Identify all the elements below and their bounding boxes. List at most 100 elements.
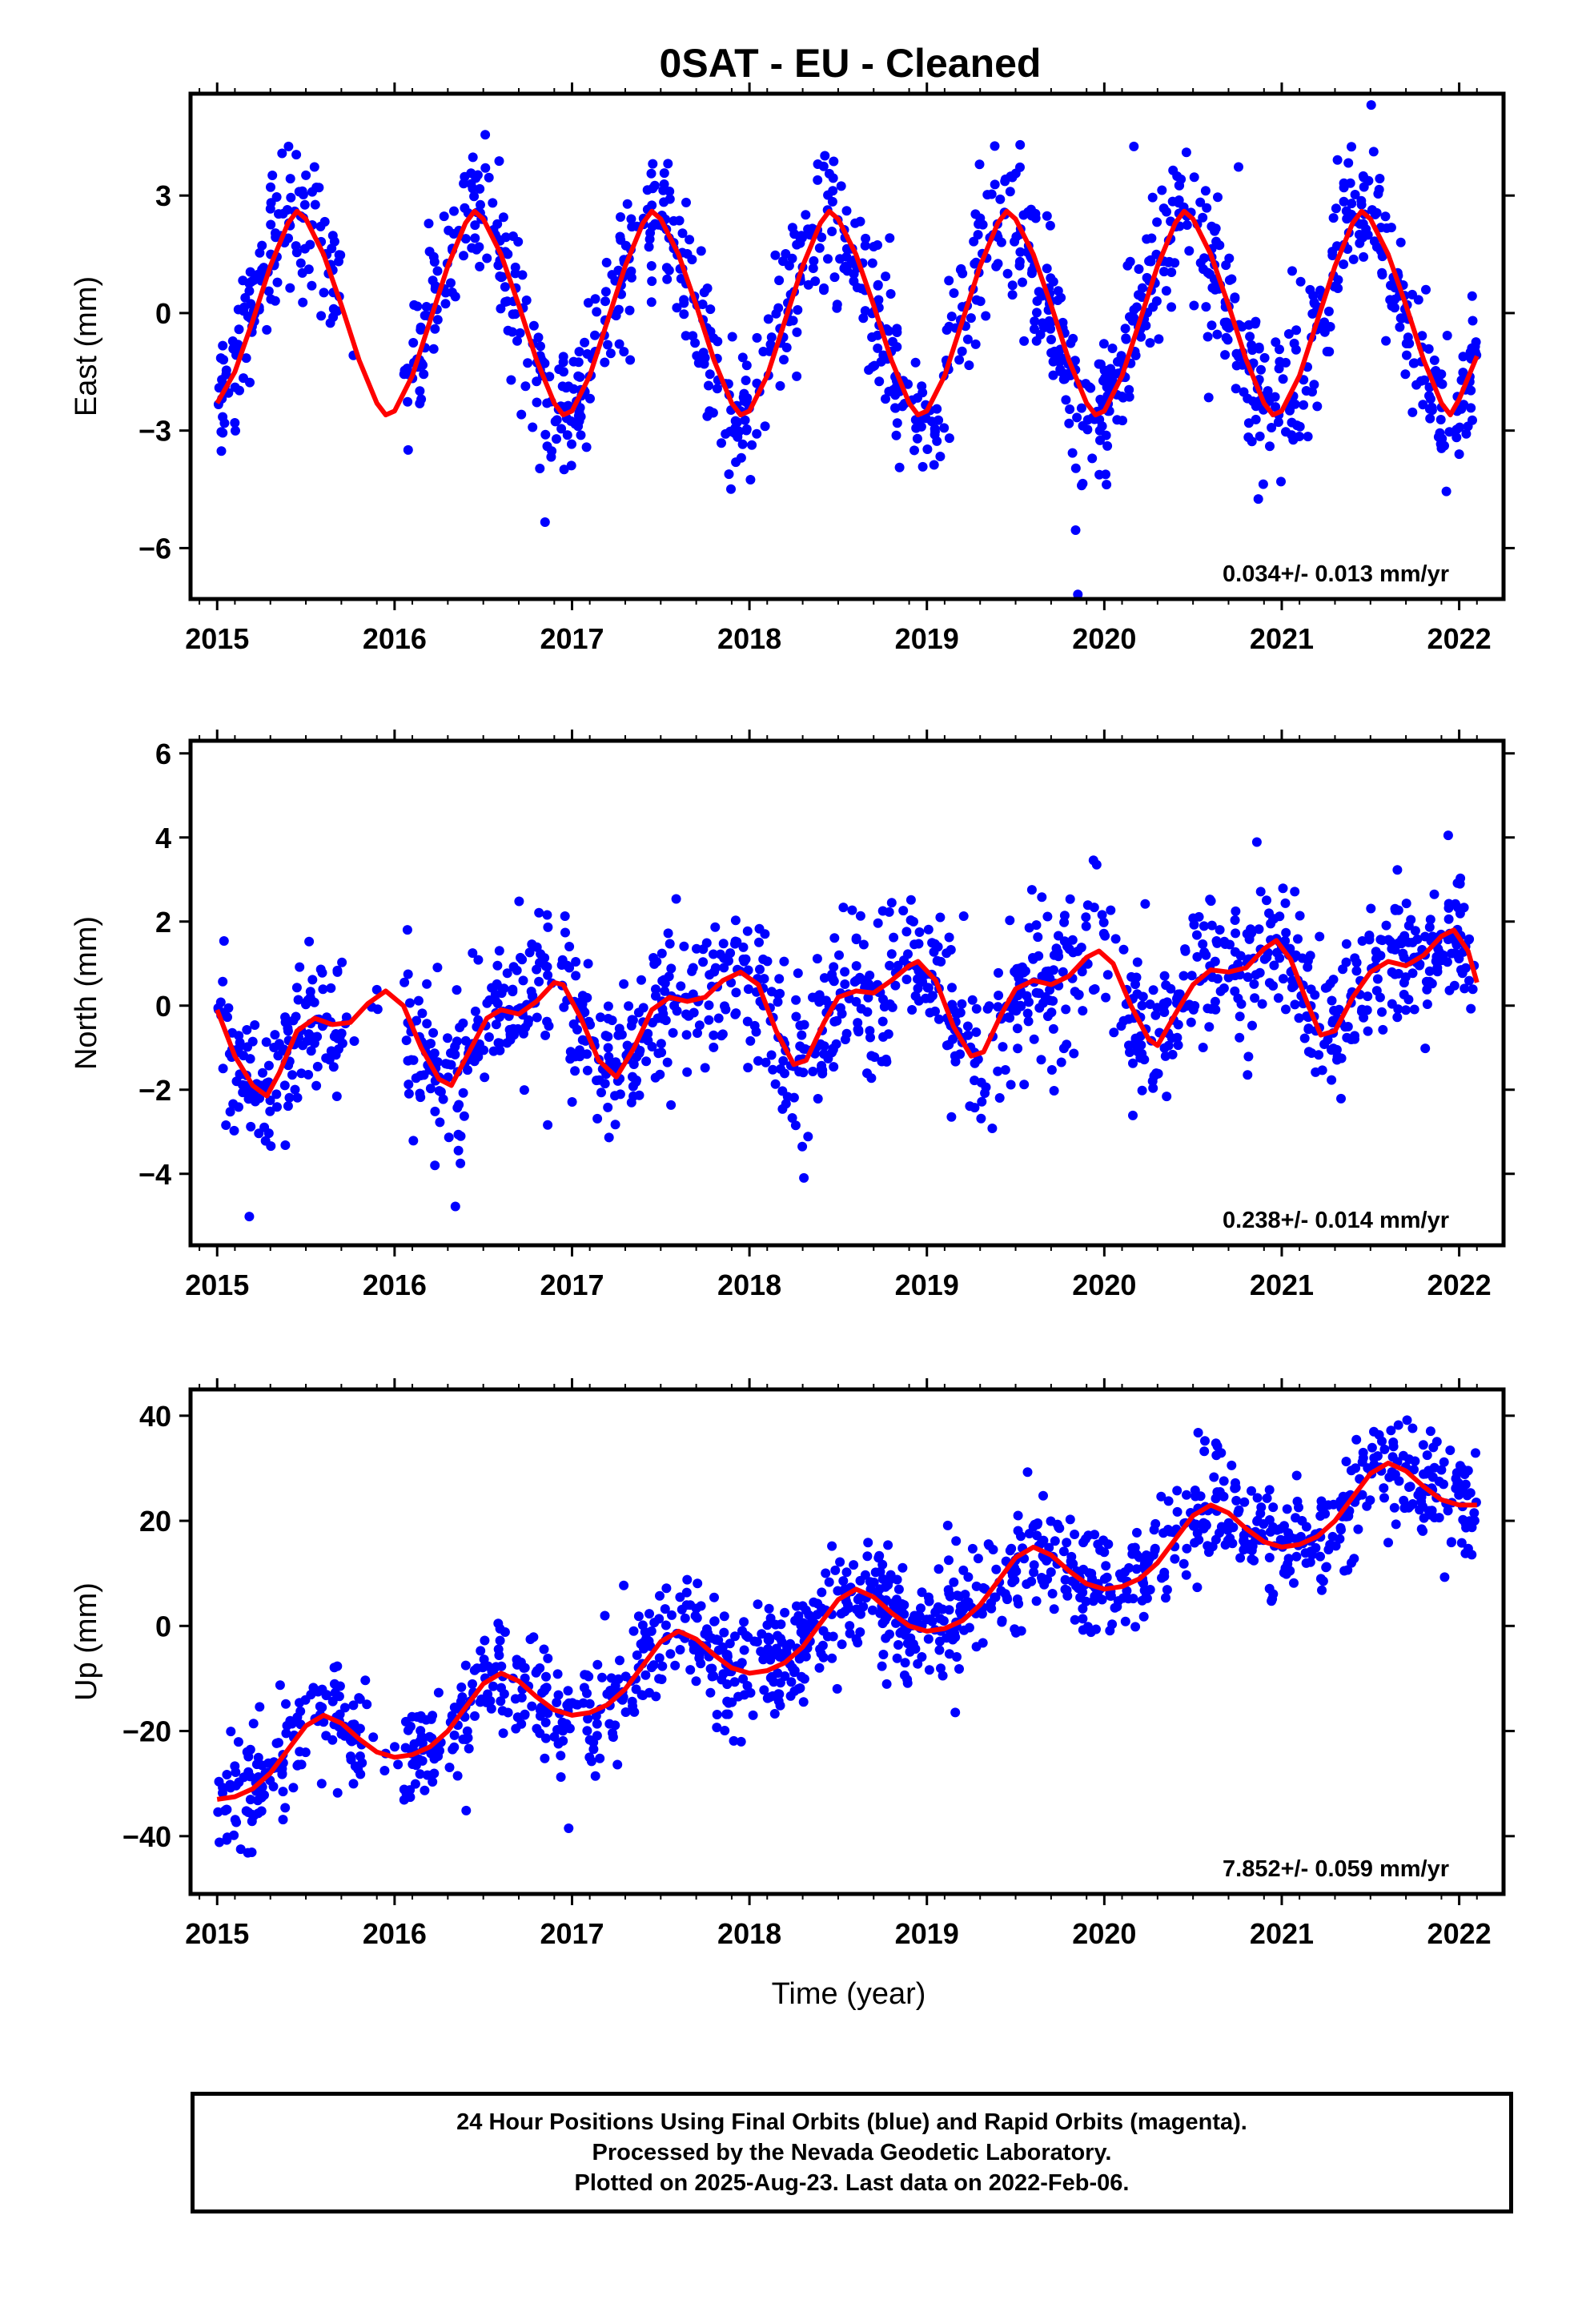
data-point [850, 218, 861, 228]
data-point [1243, 1051, 1254, 1062]
data-point [752, 332, 762, 343]
data-point [585, 393, 595, 404]
data-point [266, 182, 275, 192]
data-point [671, 894, 681, 904]
data-point [1315, 1551, 1325, 1562]
data-point [1377, 251, 1387, 262]
data-point [1034, 951, 1044, 961]
data-point [246, 1121, 256, 1132]
data-point [552, 1697, 562, 1707]
data-point [1295, 911, 1305, 921]
data-point [1192, 930, 1202, 940]
data-point [1435, 415, 1446, 424]
footer-line-2: Processed by the Nevada Geodetic Laborat… [592, 2140, 1112, 2165]
data-point [860, 240, 870, 251]
data-point [1200, 186, 1211, 196]
data-point [1120, 324, 1130, 334]
data-point [360, 1675, 371, 1686]
data-point [651, 984, 661, 995]
data-point [273, 1738, 283, 1748]
data-point [1194, 911, 1204, 922]
data-point [1188, 1521, 1199, 1531]
data-point [763, 1632, 773, 1642]
data-point [1371, 954, 1381, 964]
data-point [813, 175, 823, 185]
data-point [626, 214, 636, 224]
data-point [1456, 404, 1467, 414]
data-point [1239, 1497, 1250, 1507]
data-point [491, 1662, 501, 1672]
data-point [235, 1844, 246, 1855]
data-point [654, 1653, 665, 1663]
data-point [793, 968, 803, 979]
y-tick-label: 3 [155, 179, 171, 212]
data-point [721, 1650, 732, 1659]
data-point [1386, 280, 1395, 291]
data-point [775, 380, 785, 391]
data-point [1167, 196, 1178, 207]
data-point [1123, 1594, 1134, 1604]
data-point [483, 1689, 493, 1699]
y-tick-label: 20 [139, 1505, 171, 1538]
data-point [291, 150, 302, 160]
data-point [700, 1063, 710, 1073]
data-point [1425, 413, 1435, 424]
data-point [1350, 190, 1360, 199]
data-point [853, 1638, 863, 1648]
data-point [1114, 1569, 1125, 1579]
data-point [791, 995, 801, 1005]
data-point [817, 1068, 828, 1079]
data-point [411, 1760, 421, 1771]
data-point [712, 384, 722, 394]
data-point [1203, 392, 1214, 403]
data-point [303, 264, 314, 275]
data-point [552, 415, 562, 425]
data-point [1302, 1011, 1312, 1021]
data-point [243, 1848, 253, 1858]
data-point [812, 954, 822, 964]
data-point [712, 1723, 722, 1733]
data-point [1002, 1593, 1012, 1603]
data-point [729, 1735, 739, 1746]
data-point [1124, 1040, 1134, 1051]
data-point [933, 1602, 943, 1612]
data-point [1210, 996, 1220, 1007]
data-point [876, 356, 886, 367]
data-point [428, 1027, 439, 1038]
data-point [809, 255, 819, 266]
data-point [1234, 162, 1243, 172]
data-point [925, 1614, 935, 1624]
data-point [913, 995, 924, 1006]
data-point [430, 1106, 440, 1116]
data-point [1399, 1495, 1409, 1506]
data-point [971, 295, 982, 305]
data-point [1269, 960, 1279, 971]
data-point [934, 1014, 944, 1024]
data-point [1452, 432, 1462, 443]
data-point [705, 327, 716, 336]
data-point [1346, 209, 1356, 219]
data-point [656, 1039, 666, 1049]
data-point [991, 1564, 1002, 1574]
data-point [1405, 1482, 1415, 1492]
data-point [238, 1088, 248, 1098]
data-point [1327, 251, 1338, 260]
data-point [1257, 999, 1267, 1009]
data-point [1355, 219, 1365, 229]
data-point [892, 418, 902, 428]
data-point [1206, 1003, 1216, 1014]
data-point [795, 1020, 805, 1031]
data-point [1132, 957, 1142, 967]
data-point [1212, 1441, 1223, 1451]
data-point [938, 1671, 948, 1681]
data-point [1201, 1519, 1211, 1530]
data-point [1005, 915, 1015, 926]
data-point [1095, 1545, 1106, 1555]
x-tick-label: 2018 [717, 622, 781, 655]
data-point [963, 1030, 974, 1040]
data-point [272, 1102, 282, 1112]
data-point [492, 960, 503, 971]
data-point [1161, 1593, 1170, 1603]
data-point [480, 1635, 490, 1646]
data-point [1029, 1560, 1039, 1570]
